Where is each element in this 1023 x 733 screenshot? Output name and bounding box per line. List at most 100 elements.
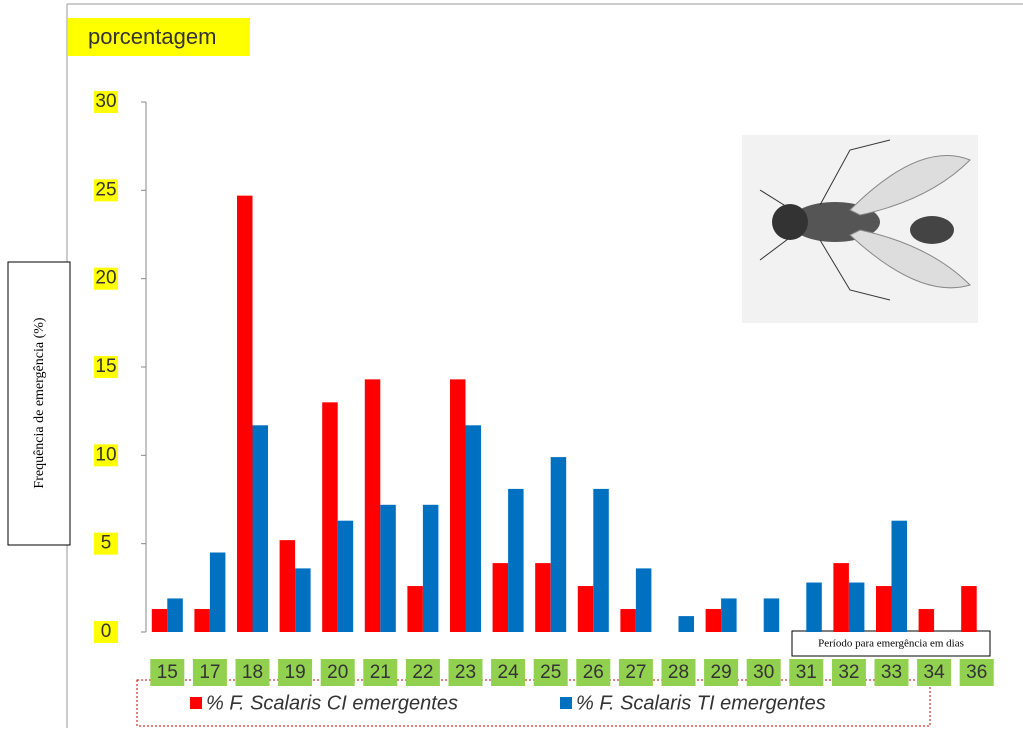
y-tick-label: 25 [95,179,116,200]
bar [721,598,737,632]
bar [237,195,253,632]
bar [337,520,354,632]
x-tick-label: 29 [711,662,732,683]
legend-label: % F. Scalaris CI emergentes [206,692,458,714]
x-tick-label: 22 [412,662,433,683]
x-tick-bg [533,659,568,686]
bar [918,609,935,632]
x-tick-bg [576,659,611,686]
x-tick-label: 30 [753,662,774,683]
bar [364,379,381,632]
bar [806,582,822,632]
x-tick-bg [192,659,227,686]
x-tick-bg [917,659,952,686]
x-tick-bg [278,659,313,686]
x-tick-label: 24 [498,662,520,683]
bar [450,379,466,632]
bar [763,598,780,632]
chart-title: porcentagem [88,24,216,49]
bar [508,488,524,632]
x-tick-bg [235,659,270,686]
x-tick-label: 21 [370,662,391,683]
y-tick-bg [94,444,118,467]
x-tick-label: 19 [285,662,306,683]
y-axis-label: Frequência de emergência (%) [32,317,47,488]
bar [209,552,226,632]
x-tick-label: 23 [455,662,476,683]
x-tick-bg [959,659,994,686]
y-tick-bg [94,356,118,378]
x-tick-label: 25 [540,662,561,683]
bar [705,609,722,632]
legend-swatch [560,697,572,709]
bar [620,609,636,632]
bar [535,563,551,632]
x-tick-label: 31 [796,662,817,683]
bar [678,616,694,632]
title-bg [68,18,250,56]
x-tick-label: 15 [157,662,178,683]
x-tick-bg [150,659,185,686]
y-tick-label: 30 [95,91,116,112]
y-tick-label: 15 [95,356,116,377]
x-tick-bg [405,659,440,686]
bar [279,540,296,632]
bar [322,402,338,632]
bar [961,586,977,632]
x-label-box [791,630,991,657]
x-tick-label: 17 [199,662,220,683]
legend-label: % F. Scalaris TI emergentes [576,692,826,714]
x-tick-bg [320,659,355,686]
x-tick-label: 27 [625,662,646,683]
bar [550,457,567,632]
bar [876,586,892,632]
x-tick-label: 32 [838,662,859,683]
bar [635,568,652,632]
x-tick-bg [746,659,781,686]
x-tick-label: 26 [583,662,604,683]
x-tick-label: 34 [924,662,946,683]
bar [295,568,311,632]
legend-swatch [190,697,202,709]
x-tick-bg [491,659,526,686]
x-tick-label: 33 [881,662,902,683]
bar [593,488,609,632]
bar [194,609,210,632]
y-tick-label: 5 [101,533,112,554]
bar [465,425,481,632]
x-tick-label: 18 [242,662,263,683]
x-tick-bg [448,659,483,686]
y-tick-bg [94,91,118,113]
bar [833,563,849,632]
legend-box [136,679,931,727]
y-tick-label: 20 [95,268,116,289]
bar [422,504,439,632]
x-axis-label: Período para emergência em dias [818,638,964,650]
x-tick-bg [831,659,866,686]
x-tick-label: 36 [966,662,987,683]
x-tick-label: 20 [327,662,348,683]
y-tick-label: 10 [95,444,116,465]
y-label-box [7,261,71,546]
bar [848,582,865,632]
bar [380,504,396,632]
y-tick-bg [94,267,118,290]
bar [151,609,168,632]
y-tick-bg [94,532,118,555]
bar [492,563,509,632]
bar [891,520,907,632]
x-tick-bg [874,659,909,686]
fly-image [742,135,978,323]
bar [577,586,594,632]
x-tick-bg [618,659,653,686]
x-tick-bg [661,659,696,686]
x-tick-bg [789,659,824,686]
bar [407,586,423,632]
bar [252,425,268,632]
bar [167,598,183,632]
x-tick-bg [363,659,398,686]
y-tick-bg [94,179,118,202]
y-tick-bg [94,621,118,643]
x-tick-bg [704,659,739,686]
